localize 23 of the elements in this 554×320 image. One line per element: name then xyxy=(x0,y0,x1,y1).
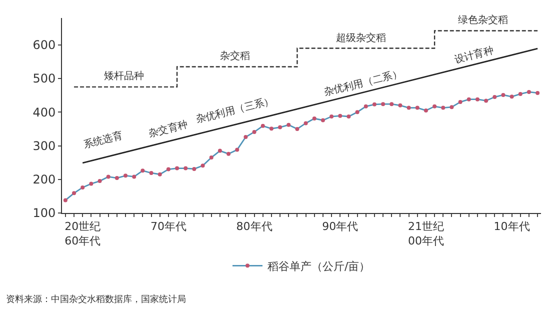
text: 资料来源：中国杂交水稻数据库，国家统计局 xyxy=(6,294,186,305)
y-tick-label: 500 xyxy=(32,72,56,86)
annotation: 设计育种 xyxy=(453,44,495,66)
annotation: 绿色杂交稻 xyxy=(458,14,508,26)
x-tick-label: 80年代 xyxy=(236,220,272,234)
x-tick-label: 20世纪 60年代 xyxy=(64,220,101,248)
annotation: 超级杂交稻 xyxy=(336,32,386,44)
y-tick-label: 200 xyxy=(32,172,56,187)
legend-label: 稻谷单产（公斤/亩） xyxy=(268,260,370,273)
annotation: 杂交育种 xyxy=(147,118,189,140)
y-tick-label: 600 xyxy=(32,38,56,52)
annotation: 系统选育 xyxy=(82,129,124,151)
y-tick-label: 300 xyxy=(32,138,56,153)
y-tick-label: 400 xyxy=(32,105,56,120)
x-tick-label: 90年代 xyxy=(322,220,358,234)
annotation: 杂优利用（三系） xyxy=(194,94,276,126)
x-tick-label: 70年代 xyxy=(150,220,186,234)
annotation: 杂交稻 xyxy=(220,50,250,62)
y-tick-label: 100 xyxy=(32,206,56,220)
annotation: 矮杆品种 xyxy=(104,70,144,82)
x-tick-label: 21世纪 00年代 xyxy=(408,220,444,248)
x-tick-label: 10年代 xyxy=(494,220,530,234)
annotation: 杂优利用（二系） xyxy=(322,68,404,99)
